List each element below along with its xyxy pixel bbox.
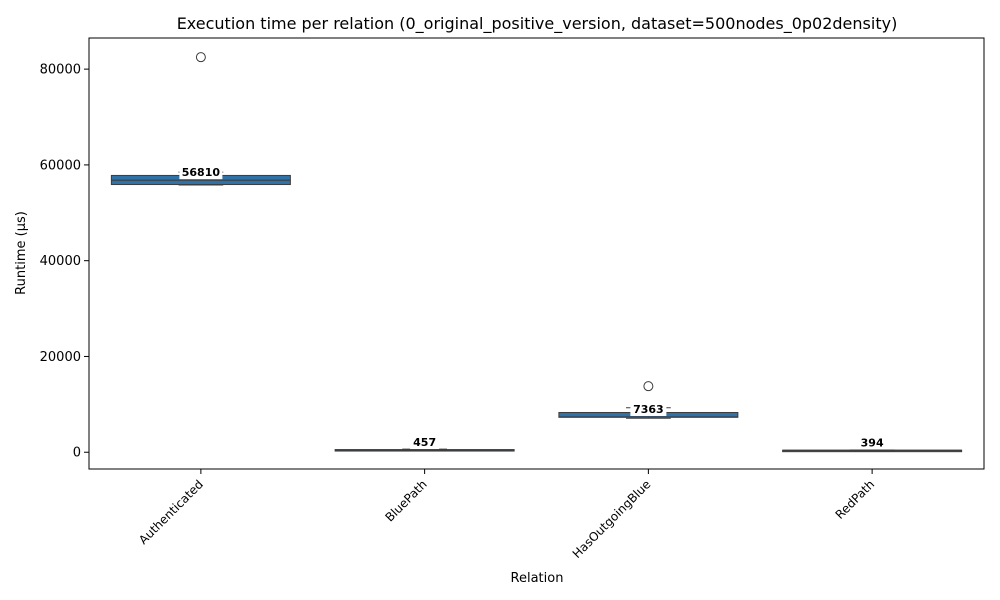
outlier-point — [643, 381, 654, 392]
median-label: 56810 — [182, 166, 221, 179]
x-axis-label: Relation — [511, 571, 564, 586]
y-tick-label: 20000 — [40, 350, 81, 365]
y-tick-label: 0 — [73, 446, 81, 461]
x-tick-label: RedPath — [833, 477, 878, 522]
box-HasOutgoingBlue: 7363 — [558, 381, 739, 419]
box-BluePath: 457 — [334, 435, 515, 452]
y-axis: 0 20000 40000 60000 80000 — [40, 63, 89, 461]
median-label: 7363 — [633, 403, 664, 416]
chart-title: Execution time per relation (0_original_… — [177, 14, 898, 34]
median-label-background — [410, 435, 440, 450]
y-axis-label: Runtime (µs) — [14, 211, 29, 295]
median-label-background — [630, 401, 667, 416]
box-Authenticated: 56810 — [110, 52, 291, 186]
median-label: 457 — [413, 436, 436, 449]
outlier-point — [195, 52, 206, 63]
box-RedPath: 394 — [782, 435, 963, 453]
x-tick-label: BluePath — [382, 477, 429, 524]
median-label-background — [857, 435, 887, 450]
plot-frame — [88, 37, 985, 470]
y-tick-label: 40000 — [40, 254, 81, 269]
y-tick-label: 60000 — [40, 158, 81, 173]
median-label: 394 — [861, 436, 884, 449]
box-series: 56810 457 7363 394 — [110, 52, 963, 453]
median-label-background — [179, 165, 223, 180]
x-tick-label: Authenticated — [136, 477, 206, 547]
x-tick-label: HasOutgoingBlue — [570, 477, 654, 561]
x-axis: Authenticated BluePath HasOutgoingBlue RedP… — [136, 469, 877, 561]
y-tick-label: 80000 — [40, 63, 81, 78]
